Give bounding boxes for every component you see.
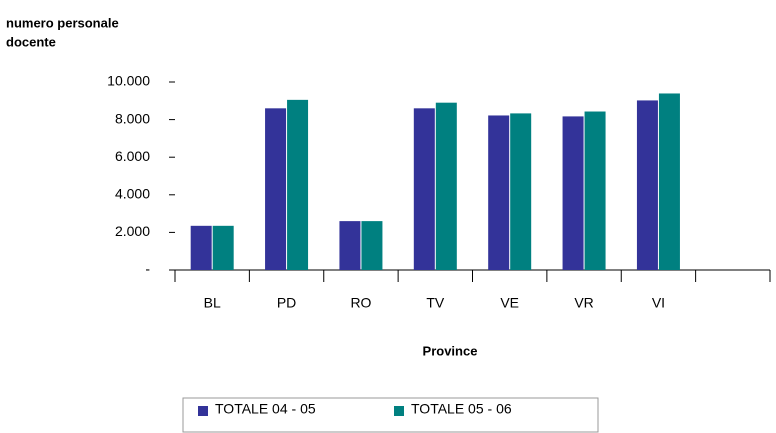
y-axis-title-line: docente	[6, 34, 56, 49]
bar	[190, 225, 212, 270]
y-tick-label: 6.000	[115, 148, 150, 164]
bar	[339, 221, 361, 270]
legend-label: TOTALE 04 - 05	[215, 401, 316, 417]
y-tick-label: 8.000	[115, 110, 150, 126]
x-tick-label: VI	[652, 295, 665, 311]
x-tick-label: TV	[426, 295, 445, 311]
bar	[413, 108, 435, 270]
y-tick-label: -	[145, 261, 150, 277]
legend-swatch	[394, 406, 404, 416]
legend-swatch	[198, 406, 208, 416]
legend-box	[182, 397, 599, 433]
legend-label: TOTALE 05 - 06	[411, 401, 512, 417]
bar	[510, 113, 532, 271]
bar	[287, 99, 309, 270]
x-tick-label: BL	[204, 295, 221, 311]
bar	[562, 116, 584, 271]
y-tick-label: 10.000	[107, 73, 150, 89]
y-tick-label: 2.000	[115, 223, 150, 239]
y-tick-label: 4.000	[115, 186, 150, 202]
bar	[488, 115, 510, 271]
x-tick-label: VR	[574, 295, 593, 311]
bar	[212, 225, 234, 270]
y-axis-title-line: numero personale	[6, 15, 119, 30]
bar	[636, 100, 658, 270]
x-tick-label: RO	[350, 295, 371, 311]
bar	[361, 221, 383, 270]
x-tick-label: VE	[500, 295, 519, 311]
bar	[435, 102, 457, 271]
bar	[658, 93, 680, 270]
x-tick-label: PD	[277, 295, 296, 311]
bar	[584, 111, 606, 271]
x-axis-title: Province	[423, 343, 478, 358]
bar	[265, 108, 287, 270]
